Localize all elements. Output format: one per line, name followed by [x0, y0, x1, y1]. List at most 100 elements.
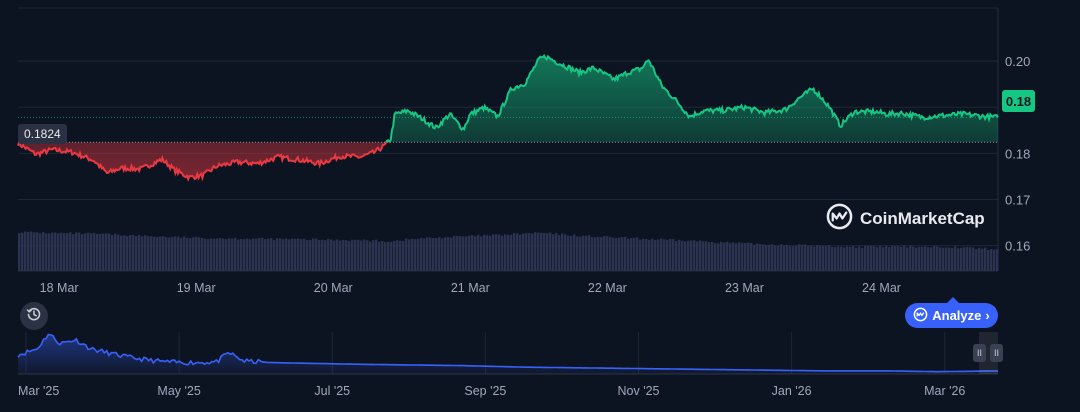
volume-bar: [294, 238, 297, 271]
volume-bar: [363, 239, 366, 271]
volume-bar: [537, 232, 540, 271]
volume-bar: [60, 232, 63, 271]
volume-bar: [426, 237, 429, 271]
volume-bar: [987, 250, 990, 271]
volume-bar: [285, 238, 288, 271]
navigator-selected-window[interactable]: [979, 332, 998, 374]
volume-bar: [753, 244, 756, 271]
volume-bar: [915, 247, 918, 271]
volume-bar: [36, 232, 39, 271]
volume-bar: [408, 239, 411, 271]
volume-bar: [573, 234, 576, 271]
volume-bar: [930, 247, 933, 271]
history-button[interactable]: [20, 302, 48, 330]
volume-bar: [207, 239, 210, 271]
volume-bar: [831, 246, 834, 271]
volume-bar: [183, 236, 186, 271]
volume-bar: [453, 235, 456, 271]
volume-bar: [924, 246, 927, 271]
volume-bar: [483, 234, 486, 271]
volume-bar: [354, 239, 357, 271]
x-tick-label: 22 Mar: [588, 281, 627, 295]
analyze-button[interactable]: Analyze ›: [905, 297, 998, 328]
volume-bar: [714, 243, 717, 271]
volume-bar: [585, 235, 588, 271]
chevron-right-icon: ›: [985, 308, 990, 323]
volume-bar: [534, 232, 537, 271]
range-navigator-chart[interactable]: Mar '25 May '25 Jul '25 Sep '25 Nov '25 Jan '…: [0, 330, 1080, 412]
volume-bar: [174, 236, 177, 271]
volume-bar: [564, 234, 567, 271]
volume-bar: [417, 238, 420, 271]
baseline-value-tag: 0.1824: [18, 124, 67, 144]
volume-bar: [543, 232, 546, 271]
volume-bar: [339, 240, 342, 271]
volume-bar: [642, 238, 645, 271]
volume-bar: [462, 236, 465, 271]
volume-bar: [147, 236, 150, 271]
volume-bar: [633, 237, 636, 271]
volume-bar: [900, 246, 903, 271]
y-tick-label: 0.17: [1005, 192, 1030, 207]
volume-bar: [786, 244, 789, 271]
volume-bar: [318, 239, 321, 271]
volume-bar: [75, 232, 78, 271]
history-clock-icon: [26, 306, 42, 327]
volume-bar: [897, 246, 900, 271]
volume-bar: [570, 236, 573, 271]
volume-bar: [396, 240, 399, 271]
navigator-tick-label: May '25: [157, 384, 200, 398]
volume-bar: [393, 240, 396, 271]
volume-bar: [756, 243, 759, 271]
volume-bar: [375, 239, 378, 271]
price-chart[interactable]: 0.20 0.18 0.18 0.17 0.16 18 Mar 19 Mar 20 Mar 2…: [0, 0, 1080, 300]
volume-bar: [414, 239, 417, 271]
volume-bar: [675, 241, 678, 271]
volume-bar: [402, 240, 405, 271]
volume-bar: [144, 235, 147, 271]
volume-bar: [456, 235, 459, 271]
volume-bar: [561, 233, 564, 271]
volume-bar: [921, 246, 924, 271]
volume-bar: [966, 246, 969, 271]
volume-bar: [492, 234, 495, 271]
volume-bar: [615, 238, 618, 271]
volume-bar: [204, 238, 207, 271]
volume-bar: [741, 242, 744, 271]
volume-bar: [789, 245, 792, 271]
volume-bar: [231, 238, 234, 271]
navigator-tick-label: Jul '25: [314, 384, 350, 398]
volume-bar: [219, 238, 222, 271]
volume-bar: [732, 242, 735, 271]
volume-bar: [369, 241, 372, 271]
volume-bar: [177, 236, 180, 271]
volume-bar: [381, 241, 384, 271]
volume-bar: [594, 237, 597, 271]
navigator-right-handle[interactable]: II: [990, 344, 1003, 362]
volume-bar: [840, 246, 843, 271]
volume-bar: [429, 237, 432, 271]
volume-bar: [744, 243, 747, 271]
volume-bar: [669, 238, 672, 271]
volume-bar: [795, 245, 798, 271]
volume-bar: [474, 236, 477, 271]
volume-bar: [870, 245, 873, 271]
volume-bar: [330, 239, 333, 271]
price-line-below: [17, 142, 391, 182]
volume-bar: [345, 240, 348, 271]
volume-bar: [765, 244, 768, 271]
volume-bar: [270, 238, 273, 271]
volume-bar: [906, 247, 909, 271]
volume-bar: [165, 237, 168, 271]
navigator-left-handle[interactable]: II: [973, 344, 986, 362]
volume-bar: [486, 235, 489, 271]
volume-bar: [42, 232, 45, 271]
volume-bar: [540, 232, 543, 271]
volume-bar: [651, 238, 654, 271]
volume-bar: [735, 243, 738, 271]
volume-bar: [198, 237, 201, 271]
volume-bar: [501, 235, 504, 271]
volume-bar: [528, 233, 531, 271]
volume-bar: [255, 238, 258, 271]
volume-bar: [153, 236, 156, 271]
